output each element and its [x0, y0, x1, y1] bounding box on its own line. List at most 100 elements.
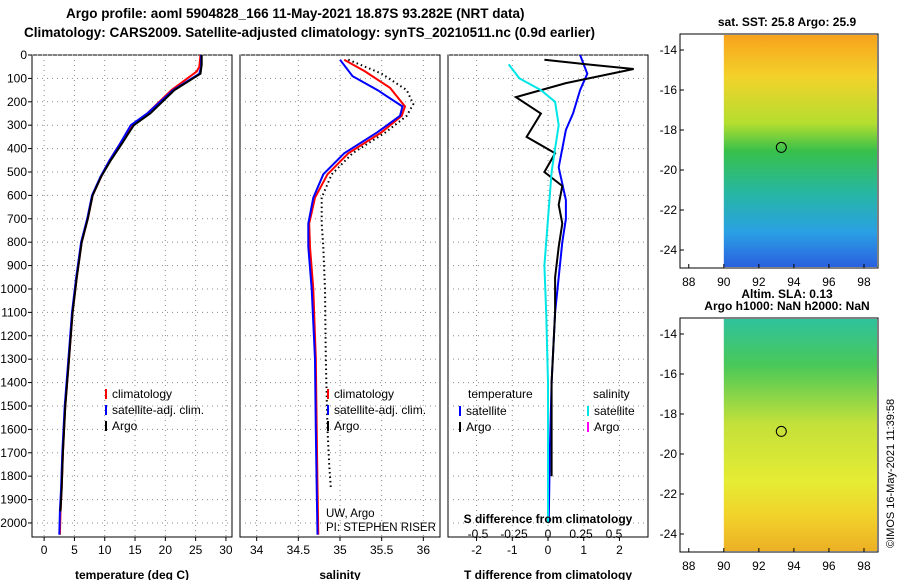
- map-y-tick-label: -22: [660, 203, 678, 217]
- map-y-tick-label: -14: [660, 43, 678, 57]
- map-field: [723, 35, 877, 267]
- series-line-satellite-adj-clim-: [307, 59, 404, 535]
- x-tick-label: 34.5: [287, 543, 311, 557]
- secondary-tick-label: -0.5: [468, 527, 489, 541]
- x-axis-label: salinity: [319, 568, 361, 580]
- legend-entry: Argo: [334, 419, 360, 433]
- y-tick-label: 1300: [0, 352, 27, 366]
- legend-group-title: salinity: [593, 387, 630, 401]
- y-tick-label: 0: [20, 48, 27, 62]
- map-x-tick-label: 92: [752, 559, 766, 573]
- map-y-tick-label: -18: [660, 123, 678, 137]
- map-x-tick-label: 98: [857, 559, 871, 573]
- secondary-tick-label: 0.25: [569, 527, 593, 541]
- x-tick-label: 0: [41, 543, 48, 557]
- x-tick-label: 25: [189, 543, 203, 557]
- y-tick-label: 1200: [0, 329, 27, 343]
- x-tick-label: 0: [545, 543, 552, 557]
- map-x-tick-label: 94: [787, 559, 801, 573]
- figure-title-line2: Climatology: CARS2009. Satellite-adjuste…: [24, 25, 595, 40]
- profile-panel-1: 34 34.5 35 35.5 36 salinity: [239, 54, 441, 580]
- map-panel-2: Argo h1000: NaN h2000: NaN 88 90 92 94 96 98 -1…: [660, 299, 879, 573]
- x-tick-label: 34: [250, 543, 264, 557]
- legend-entry: Argo: [594, 420, 620, 434]
- map-x-tick-label: 92: [752, 275, 766, 289]
- y-tick-label: 1600: [0, 422, 27, 436]
- map-field: [723, 319, 877, 551]
- y-tick-label: 1100: [1, 305, 27, 319]
- x-axis-label: T difference from climatology: [464, 568, 632, 580]
- legend-entry: Argo: [466, 420, 492, 434]
- map-x-tick-label: 88: [682, 275, 696, 289]
- pi-annotation: UW, Argo: [326, 508, 375, 520]
- x-tick-label: 10: [98, 543, 112, 557]
- y-tick-label: 400: [7, 142, 27, 156]
- profile-panel-2: -2 -1 0 1 2 T difference from climatology: [447, 54, 649, 580]
- series-line-argo: [320, 58, 415, 488]
- y-tick-label: 800: [7, 235, 27, 249]
- legend-entry: satellite-adj. clim.: [112, 403, 204, 417]
- argo-location-marker: [775, 425, 787, 437]
- x-tick-label: 36: [417, 543, 431, 557]
- map-x-tick-label: 88: [682, 559, 696, 573]
- legend-entry: climatology: [112, 387, 172, 401]
- profile-panel-0: 0 5 10 15 20 25 30 temperature (deg C): [31, 54, 233, 580]
- panel-frame: [31, 54, 233, 538]
- map-y-tick-label: -16: [660, 83, 678, 97]
- series-line-salinity-satellite: [507, 63, 560, 523]
- map-y-tick-label: -20: [660, 163, 678, 177]
- x-tick-label: 5: [71, 543, 78, 557]
- figure-title-line1: Argo profile: aoml 5904828_166 11-May-20…: [66, 6, 525, 21]
- series-line-temperature-argo: [513, 58, 634, 477]
- legend-entry: climatology: [334, 387, 394, 401]
- map-title: Argo h1000: NaN h2000: NaN: [704, 299, 869, 313]
- x-tick-label: 20: [159, 543, 173, 557]
- x-tick-label: 2: [616, 543, 623, 557]
- x-tick-label: 35: [333, 543, 347, 557]
- y-tick-label: 1900: [0, 493, 27, 507]
- argo-location-marker: [775, 141, 787, 153]
- map-y-tick-label: -16: [660, 367, 678, 381]
- altim-sla-label: Altim. SLA: 0.13: [741, 287, 833, 301]
- x-tick-label: 30: [219, 543, 233, 557]
- y-tick-label: 1500: [0, 399, 27, 413]
- map-y-tick-label: -22: [660, 487, 678, 501]
- map-x-tick-label: 94: [787, 275, 801, 289]
- y-tick-label: 1000: [0, 282, 27, 296]
- map-panel-1: sat. SST: 25.8 Argo: 25.9 88 90 92 94 96 98 -14…: [660, 15, 879, 301]
- secondary-tick-label: -0.25: [500, 527, 528, 541]
- map-y-tick-label: -24: [660, 527, 678, 541]
- pi-annotation: PI: STEPHEN RISER: [326, 522, 436, 534]
- y-tick-label: 1800: [0, 469, 27, 483]
- map-title: sat. SST: 25.8 Argo: 25.9: [718, 15, 857, 29]
- map-x-tick-label: 90: [717, 275, 731, 289]
- x-tick-label: -2: [471, 543, 482, 557]
- y-tick-label: 1400: [0, 376, 27, 390]
- secondary-tick-label: 0: [545, 527, 552, 541]
- x-tick-label: -1: [507, 543, 518, 557]
- legend-group-title: temperature: [468, 387, 533, 401]
- y-tick-label: 900: [7, 259, 27, 273]
- secondary-tick-label: 0.5: [606, 527, 623, 541]
- legend-entry: Argo: [112, 419, 138, 433]
- y-tick-label: 600: [7, 188, 27, 202]
- map-x-tick-label: 98: [857, 275, 871, 289]
- y-tick-label: 2000: [0, 516, 27, 530]
- x-axis-label: temperature (deg C): [75, 568, 189, 580]
- map-y-tick-label: -18: [660, 407, 678, 421]
- legend-entry: satellite: [466, 404, 507, 418]
- map-x-tick-label: 96: [822, 559, 836, 573]
- x-tick-label: 35.5: [370, 543, 394, 557]
- y-tick-label: 300: [7, 118, 27, 132]
- map-y-tick-label: -14: [660, 327, 678, 341]
- secondary-axis-label: S difference from climatology: [464, 512, 633, 526]
- y-tick-label: 500: [7, 165, 27, 179]
- series-line-argo: [59, 55, 203, 512]
- legend-entry: satellite: [594, 404, 635, 418]
- y-tick-label: 200: [7, 95, 27, 109]
- y-tick-label: 100: [7, 71, 27, 85]
- y-tick-label: 1700: [0, 446, 27, 460]
- map-x-tick-label: 90: [717, 559, 731, 573]
- x-tick-label: 1: [580, 543, 587, 557]
